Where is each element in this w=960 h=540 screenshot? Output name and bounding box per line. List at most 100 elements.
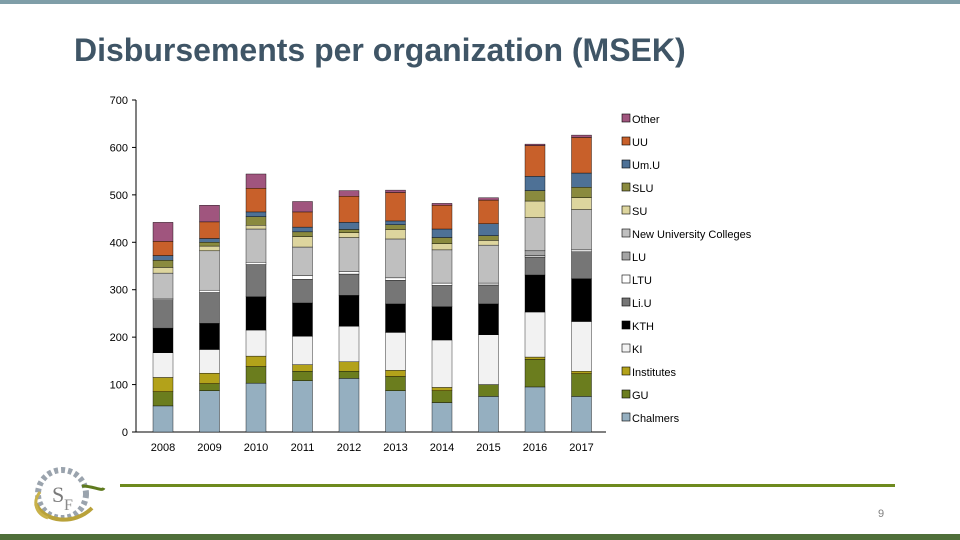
bar-segment — [245, 211, 267, 217]
x-tick-label: 2017 — [569, 442, 593, 454]
bar-segment — [431, 285, 453, 307]
bar-segment — [199, 383, 220, 391]
bar-segment — [571, 321, 592, 372]
legend-swatch — [621, 113, 631, 123]
legend-label: SLU — [632, 183, 653, 195]
bar-segment — [338, 232, 360, 238]
bar-segment — [385, 220, 406, 225]
y-tick-label: 500 — [110, 190, 128, 202]
bar-segment — [571, 278, 592, 322]
bar-segment — [571, 373, 592, 397]
bar-segment — [524, 386, 546, 433]
bar-segment — [199, 349, 220, 374]
bar-segment — [478, 197, 499, 201]
bar-segment — [385, 376, 406, 391]
legend-label: KTH — [632, 321, 654, 333]
bar-segment — [385, 277, 406, 281]
y-tick-label: 700 — [110, 95, 128, 107]
x-tick-label: 2015 — [476, 442, 500, 454]
bar-segment — [571, 137, 592, 174]
y-tick-label: 300 — [110, 285, 128, 297]
bar-segment — [431, 339, 453, 388]
bar-segment — [199, 245, 220, 252]
bar-segment — [152, 327, 174, 353]
x-tick-label: 2011 — [291, 442, 315, 454]
x-tick-label: 2016 — [523, 442, 547, 454]
bar-segment — [245, 173, 267, 189]
footer-line — [120, 484, 895, 487]
legend-swatch — [621, 159, 631, 169]
bar-segment — [152, 241, 174, 256]
bar-segment — [338, 371, 360, 379]
legend-label: New University Colleges — [632, 229, 752, 241]
legend-label: Other — [632, 114, 660, 126]
bar-segment — [524, 356, 546, 360]
bar-segment — [338, 222, 360, 230]
bar-segment — [292, 380, 313, 433]
organization-logo: S F — [22, 462, 108, 531]
legend-swatch — [621, 251, 631, 261]
bar-segment — [385, 192, 406, 222]
legend-swatch — [621, 343, 631, 353]
bar-segment — [245, 188, 267, 213]
bar-segment — [292, 275, 313, 280]
bar-segment — [338, 196, 360, 223]
bar-segment — [245, 382, 267, 433]
legend-label: UU — [632, 137, 648, 149]
bar-segment — [338, 273, 360, 296]
bar-segment — [152, 299, 174, 329]
bar-segment — [431, 249, 453, 284]
legend-swatch — [621, 136, 631, 146]
legend-label: Um.U — [632, 160, 660, 172]
bar-segment — [431, 243, 453, 251]
legend-swatch — [621, 366, 631, 376]
bar-segment — [152, 298, 174, 300]
bar-segment — [292, 335, 313, 365]
y-tick-label: 600 — [110, 142, 128, 154]
slide-title: Disbursements per organization (MSEK) — [74, 32, 686, 68]
legend-swatch — [621, 205, 631, 215]
bar-segment — [152, 222, 174, 242]
legend-swatch — [621, 412, 631, 422]
bar-segment — [292, 226, 313, 233]
bar-segment — [245, 296, 267, 331]
bar-segment — [571, 134, 592, 138]
x-tick-label: 2008 — [151, 442, 175, 454]
bar-segment — [338, 229, 360, 233]
bar-segment — [524, 143, 546, 146]
x-tick-label: 2013 — [383, 442, 407, 454]
bar-segment — [524, 256, 546, 276]
bar-segment — [571, 396, 592, 433]
bar-segment — [431, 282, 453, 286]
bar-segment — [199, 292, 220, 324]
legend-label: LTU — [632, 275, 652, 287]
bar-segment — [385, 189, 406, 193]
x-tick-label: 2012 — [337, 442, 361, 454]
bar-segment — [338, 271, 360, 275]
svg-text:S: S — [52, 482, 64, 507]
bar-segment — [478, 282, 499, 286]
bar-segment — [385, 303, 406, 333]
bar-segment — [152, 255, 174, 261]
bar-segment — [292, 236, 313, 248]
legend-label: Chalmers — [632, 413, 680, 425]
bar-segment — [292, 201, 313, 213]
x-tick-label: 2009 — [197, 442, 221, 454]
bar-segment — [338, 361, 360, 372]
bar-segment — [571, 249, 592, 252]
y-tick-label: 200 — [110, 332, 128, 344]
bar-segment — [338, 237, 360, 272]
bar-segment — [431, 390, 453, 403]
bar-segment — [199, 221, 220, 239]
bar-segment — [199, 372, 220, 384]
bar-segment — [478, 303, 499, 335]
bar-segment — [478, 223, 499, 236]
bar-segment — [152, 267, 174, 274]
bar-segment — [524, 190, 546, 202]
legend-label: LU — [632, 252, 646, 264]
bar-segment — [571, 209, 592, 251]
page-number: 9 — [878, 508, 885, 520]
y-tick-label: 400 — [110, 237, 128, 249]
bar-segment — [152, 377, 174, 392]
legend-swatch — [621, 320, 631, 330]
